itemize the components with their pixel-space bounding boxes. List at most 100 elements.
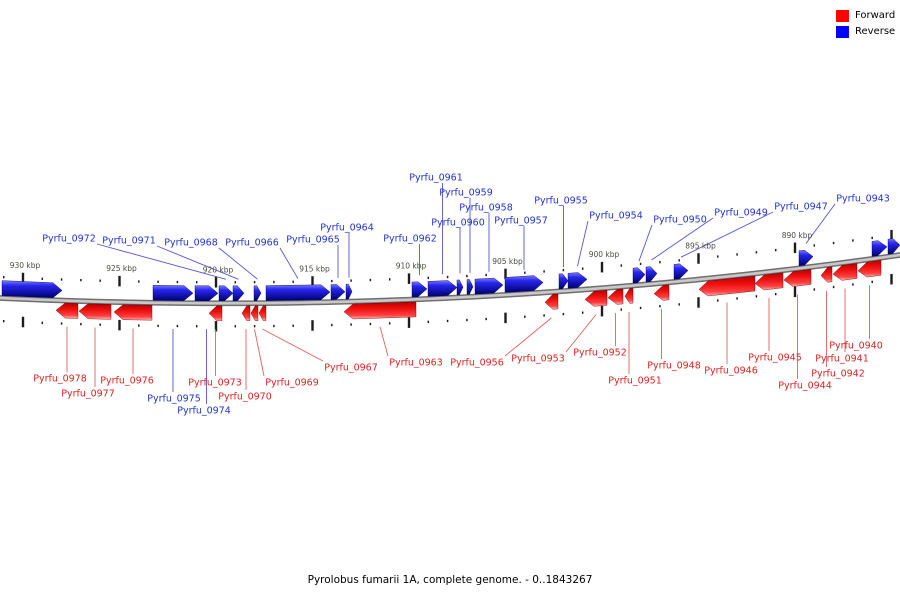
scale-label: 900 kbp	[589, 250, 620, 259]
gene-label-Pyrfu_0951: Pyrfu_0951	[608, 376, 662, 387]
scale-tick-top	[350, 279, 352, 282]
gene-arrow-Pyrfu_0943[interactable]	[798, 249, 814, 267]
gene-arrow-Pyrfu_0977[interactable]	[78, 303, 112, 320]
scale-tick-top	[446, 275, 449, 279]
genome-axis-bottom-line	[0, 256, 900, 307]
gene-arrow-Pyrfu_0955[interactable]	[558, 273, 569, 290]
legend-reverse-label: Reverse	[855, 26, 896, 37]
gene-arrow-Pyrfu_0963[interactable]	[343, 301, 417, 320]
scale-tick-top	[311, 276, 314, 287]
scale-tick-top	[639, 262, 642, 266]
scale-tick-bottom	[446, 319, 449, 323]
scale-tick-top	[813, 244, 816, 247]
gene-arrow-Pyrfu_0964[interactable]	[345, 283, 353, 300]
scale-tick-bottom	[331, 323, 333, 327]
scale-tick-bottom	[562, 312, 565, 316]
scale-tick-top	[890, 229, 893, 241]
scale-tick-bottom	[195, 325, 198, 328]
scale-tick-bottom	[234, 325, 237, 328]
gene-arrow-Pyrfu_0959[interactable]	[466, 279, 474, 295]
scale-tick-bottom	[890, 273, 893, 285]
scale-tick-bottom	[659, 305, 661, 308]
gene-arrow-Pyrfu_0952[interactable]	[607, 288, 624, 305]
gene-arrow-Pyrfu_0968[interactable]	[253, 285, 262, 301]
scale-tick-top	[234, 281, 237, 284]
gene-arrow-Pyrfu_0942[interactable]	[820, 266, 833, 283]
gene-arrow-Pyrfu_0966[interactable]	[265, 284, 331, 301]
scale-tick-top	[620, 264, 623, 267]
gene-label-Pyrfu_0944: Pyrfu_0944	[778, 381, 832, 392]
gene-arrow-Pyrfu_0972[interactable]	[218, 285, 234, 301]
gene-arrow-Pyrfu_0950[interactable]	[632, 267, 646, 284]
gene-arrow-Pyrfu_0965[interactable]	[330, 284, 346, 300]
gene-arrow-Pyrfu_0940[interactable]	[857, 259, 882, 278]
gene-arrow-Pyrfu_0969[interactable]	[250, 305, 259, 321]
gene-arrow-Pyrfu_0946[interactable]	[698, 275, 756, 297]
scale-tick-top	[407, 273, 411, 284]
gene-arrow[interactable]	[1, 280, 63, 298]
gene-arrow-Pyrfu_0978[interactable]	[55, 302, 79, 319]
scale-tick-bottom	[21, 316, 25, 328]
gene-label-Pyrfu_0954: Pyrfu_0954	[589, 211, 643, 222]
scale-tick-top	[427, 276, 430, 280]
gene-label-Pyrfu_0950: Pyrfu_0950	[653, 215, 707, 226]
gene-arrow[interactable]	[887, 238, 900, 255]
gene-connector	[638, 224, 653, 262]
gene-arrow-Pyrfu_0971[interactable]	[232, 285, 245, 301]
gene-arrow-Pyrfu_0945[interactable]	[754, 272, 784, 291]
scale-tick-bottom	[369, 322, 372, 326]
gene-arrow-Pyrfu_0956[interactable]	[544, 293, 559, 310]
gene-arrow-Pyrfu_0976[interactable]	[113, 304, 153, 321]
gene-label-Pyrfu_0964: Pyrfu_0964	[320, 223, 374, 234]
scale-label: 910 kbp	[396, 262, 427, 271]
gene-arrow-Pyrfu_0947[interactable]	[673, 263, 689, 280]
gene-arrow-Pyrfu_0954[interactable]	[567, 272, 588, 289]
gene-arrow-Pyrfu_0948[interactable]	[653, 284, 670, 301]
scale-tick-top	[871, 236, 873, 240]
gene-connector	[379, 326, 389, 357]
gene-arrow-Pyrfu_0944[interactable]	[783, 269, 812, 287]
gene-label-Pyrfu_0953: Pyrfu_0953	[511, 354, 565, 365]
scale-tick-top	[736, 253, 738, 256]
gene-arrow-Pyrfu_0960[interactable]	[456, 279, 464, 296]
scale-tick-bottom	[543, 314, 545, 317]
gene-connector	[577, 220, 589, 267]
scale-tick-bottom	[639, 306, 642, 310]
gene-arrow-Pyrfu_0970[interactable]	[241, 305, 251, 321]
scale-tick-bottom	[832, 285, 835, 289]
gene-arrow-Pyrfu_0951[interactable]	[624, 287, 634, 304]
gene-connector	[96, 243, 227, 280]
scale-tick-top	[697, 253, 700, 264]
scale-tick-bottom	[60, 322, 63, 325]
gene-arrow-Pyrfu_0973[interactable]	[208, 305, 223, 321]
gene-arrow[interactable]	[871, 240, 888, 257]
gene-arrow-Pyrfu_0958[interactable]	[474, 277, 504, 295]
scale-label: 920 kbp	[203, 265, 234, 274]
gene-connector	[262, 328, 324, 362]
gene-arrow-Pyrfu_0941[interactable]	[832, 263, 858, 281]
gene-label-Pyrfu_0969: Pyrfu_0969	[265, 378, 319, 389]
scale-tick-bottom	[350, 323, 352, 326]
gene-label-Pyrfu_0943: Pyrfu_0943	[836, 194, 890, 205]
scale-tick-bottom	[755, 295, 758, 298]
gene-arrow-Pyrfu_0961[interactable]	[427, 280, 458, 297]
legend: Forward Reverse	[836, 9, 895, 41]
forward-swatch-icon	[836, 9, 849, 22]
scale-tick-top	[485, 273, 487, 277]
gene-arrow-Pyrfu_0962[interactable]	[411, 281, 428, 298]
scale-tick-top	[157, 280, 159, 283]
scale-tick-bottom	[176, 324, 179, 328]
gene-arrow-Pyrfu_0949[interactable]	[645, 266, 658, 283]
scale-tick-bottom	[871, 280, 873, 284]
gene-arrow-Pyrfu_0975[interactable]	[152, 285, 194, 301]
scale-tick-bottom	[504, 312, 507, 324]
gene-arrow-Pyrfu_0953[interactable]	[584, 290, 608, 307]
scale-tick-top	[176, 280, 179, 284]
gene-arrow-Pyrfu_0957[interactable]	[504, 275, 544, 293]
scale-tick-top	[253, 281, 256, 284]
gene-label-Pyrfu_0976: Pyrfu_0976	[100, 376, 154, 387]
scale-tick-bottom	[813, 288, 816, 291]
gene-arrow-Pyrfu_0967[interactable]	[258, 305, 267, 321]
gene-label-Pyrfu_0972: Pyrfu_0972	[42, 234, 96, 245]
gene-arrow-Pyrfu_0974[interactable]	[194, 285, 219, 302]
